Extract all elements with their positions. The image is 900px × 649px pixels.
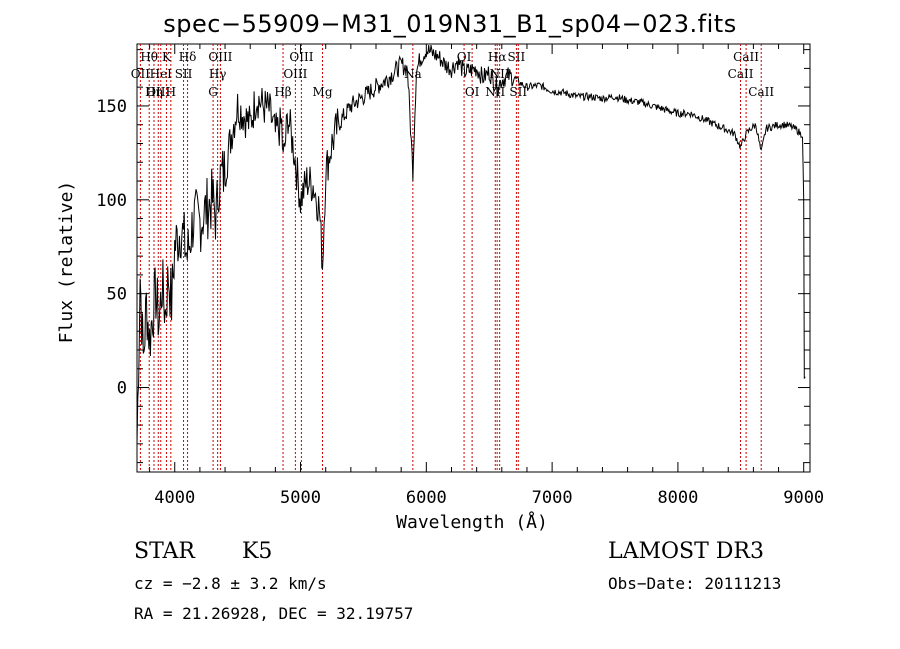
spectral-line-markers [139, 44, 762, 472]
object-subclass: K5 [242, 539, 273, 564]
y-tick-label: 100 [96, 191, 127, 211]
survey-name: LAMOST DR3 [608, 539, 764, 564]
redshift-cz: cz = −2.8 ± 3.2 km/s [134, 574, 327, 593]
line-label: SII [175, 67, 193, 81]
line-label: K [162, 50, 172, 64]
line-label: Hδ [179, 50, 197, 64]
y-tick-label: 0 [117, 379, 127, 399]
line-label: OII [131, 67, 151, 81]
flux-series-line [136, 45, 806, 445]
plot-frame [136, 43, 811, 473]
x-tick-label: 9000 [783, 488, 824, 508]
line-label: OI [457, 50, 472, 64]
line-label: OI [465, 85, 480, 99]
line-label: OIII [283, 67, 307, 81]
line-label: CaII [748, 85, 774, 99]
line-label: NII [485, 85, 505, 99]
y-tick-label: 50 [107, 285, 127, 305]
x-tick-label: 5000 [280, 488, 321, 508]
line-label: CaII [733, 50, 759, 64]
x-tick-label: 8000 [657, 488, 698, 508]
line-label: NII [490, 67, 510, 81]
line-label: Hβ [274, 85, 291, 99]
observation-date: Obs−Date: 20111213 [608, 574, 782, 593]
x-axis-label: Wavelength (Å) [396, 511, 548, 533]
line-label: OIII [208, 50, 232, 64]
y-axis-label: Flux (relative) [56, 181, 77, 344]
y-tick-label: 150 [96, 97, 127, 117]
x-tick-label: 7000 [532, 488, 573, 508]
x-tick-label: 6000 [406, 488, 447, 508]
line-label: Hη [145, 85, 163, 99]
line-label: HeI [150, 67, 173, 81]
line-label: CaII [728, 67, 754, 81]
coordinates: RA = 21.26928, DEC = 32.19757 [134, 604, 414, 623]
line-label: Hγ [209, 67, 227, 81]
line-label: OIII [146, 85, 170, 99]
object-class: STAR [134, 539, 195, 564]
line-label: SII [509, 85, 527, 99]
x-tick-label: 4000 [154, 488, 195, 508]
line-label: G [208, 85, 218, 99]
line-label: OIII [289, 50, 313, 64]
line-label: Hθ [140, 50, 158, 64]
line-label: Mg [313, 85, 333, 99]
line-label: Hα [488, 50, 507, 64]
line-label: SII [508, 50, 526, 64]
chart-title: spec−55909−M31_019N31_B1_sp04−023.fits [163, 10, 737, 38]
line-label: H [166, 85, 176, 99]
axis-tick-labels: 4000 5000 6000 7000 8000 9000 0 50 100 150 [96, 97, 824, 508]
axis-ticks [137, 44, 810, 472]
